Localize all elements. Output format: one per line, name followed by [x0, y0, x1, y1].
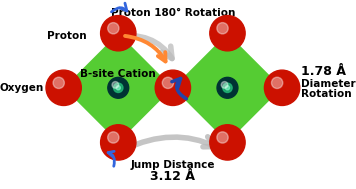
Circle shape [108, 77, 129, 98]
Circle shape [225, 86, 230, 90]
Circle shape [101, 125, 136, 160]
Circle shape [46, 70, 81, 105]
Circle shape [265, 70, 300, 105]
Circle shape [108, 132, 119, 143]
Text: Jump Distance: Jump Distance [131, 160, 215, 170]
Circle shape [112, 81, 119, 88]
Circle shape [210, 125, 245, 160]
Text: 1.78 Å: 1.78 Å [301, 65, 346, 78]
Circle shape [114, 83, 123, 92]
Circle shape [108, 23, 119, 34]
Circle shape [217, 132, 228, 143]
Text: Oxygen: Oxygen [0, 83, 43, 93]
Circle shape [101, 15, 136, 51]
Circle shape [210, 15, 245, 51]
Circle shape [223, 83, 232, 92]
Text: Proton 180° Rotation: Proton 180° Rotation [111, 8, 235, 18]
Text: Diameter: Diameter [301, 79, 356, 89]
Circle shape [217, 23, 228, 34]
Text: B-site Cation: B-site Cation [80, 69, 156, 79]
Text: Rotation: Rotation [301, 89, 352, 99]
Circle shape [221, 81, 228, 88]
Circle shape [217, 77, 238, 98]
Circle shape [155, 70, 190, 105]
Text: 3.12 Å: 3.12 Å [150, 170, 195, 183]
Circle shape [53, 77, 64, 88]
Polygon shape [173, 33, 282, 142]
Circle shape [272, 77, 283, 88]
Text: Proton: Proton [47, 31, 86, 41]
Circle shape [162, 77, 174, 88]
Circle shape [116, 86, 120, 90]
Polygon shape [64, 33, 173, 142]
